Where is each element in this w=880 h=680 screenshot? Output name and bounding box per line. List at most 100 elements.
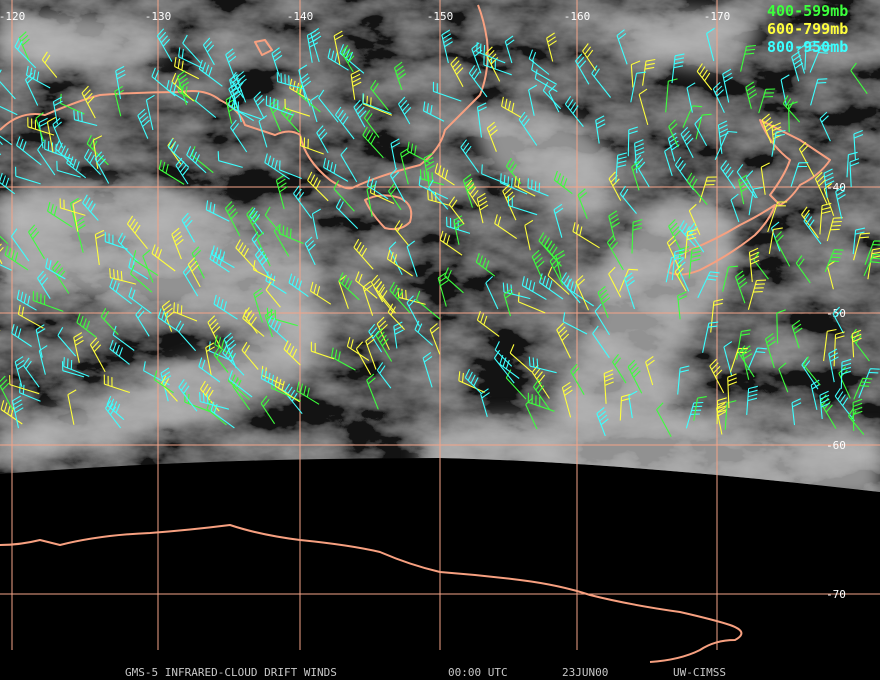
wind-barb xyxy=(184,392,213,413)
wind-barb xyxy=(126,215,148,250)
wind-barb xyxy=(362,126,384,159)
wind-barb xyxy=(156,28,173,62)
wind-barb xyxy=(76,313,97,338)
wind-barb xyxy=(730,193,740,223)
wind-barb xyxy=(642,58,656,86)
wind-barb xyxy=(615,152,628,183)
wind-barb xyxy=(23,357,40,388)
wind-barb xyxy=(376,362,392,389)
wind-barb xyxy=(582,43,597,71)
wind-barb xyxy=(376,316,390,351)
wind-barb xyxy=(555,250,566,279)
wind-barb xyxy=(736,164,757,199)
wind-barb xyxy=(393,321,404,349)
wind-barb xyxy=(846,151,858,178)
wind-barb xyxy=(791,319,803,349)
wind-barb xyxy=(15,166,41,185)
wind-barb xyxy=(346,337,370,361)
wind-barb xyxy=(94,151,110,184)
wind-barb xyxy=(679,220,697,248)
wind-barb xyxy=(764,332,776,369)
wind-barb xyxy=(128,287,152,314)
wind-barb xyxy=(853,377,873,400)
wind-barb xyxy=(791,398,802,426)
wind-barb xyxy=(840,358,852,389)
wind-barb xyxy=(483,55,512,76)
wind-barb xyxy=(851,329,862,358)
wind-barb xyxy=(533,378,551,411)
wind-barb xyxy=(619,185,637,214)
wind-barb xyxy=(746,385,758,415)
wind-barb xyxy=(241,341,259,370)
wind-barb xyxy=(370,79,389,111)
wind-barb xyxy=(686,172,708,205)
wind-barb xyxy=(628,390,638,419)
wind-barb xyxy=(595,115,606,144)
wind-barb xyxy=(863,253,880,277)
wind-barb xyxy=(867,247,880,280)
wind-barb xyxy=(504,35,515,64)
wind-barb xyxy=(283,340,301,366)
wind-barb xyxy=(362,281,374,316)
wind-barb xyxy=(211,245,235,269)
wind-barb xyxy=(388,241,403,275)
wind-barb xyxy=(596,407,609,437)
wind-barb xyxy=(521,276,547,300)
wind-barb xyxy=(366,176,389,200)
wind-barb xyxy=(745,170,758,199)
wind-barb xyxy=(310,341,335,360)
wind-barb xyxy=(828,348,839,383)
wind-barb xyxy=(175,320,197,352)
wind-barb xyxy=(493,349,515,384)
wind-barb xyxy=(296,381,320,405)
wind-barb xyxy=(594,303,610,336)
wind-barb xyxy=(109,278,132,305)
wind-barb xyxy=(11,323,32,347)
longitude-label: -120 xyxy=(0,10,25,23)
wind-barb xyxy=(161,300,175,332)
wind-barb xyxy=(235,239,258,272)
wind-barb xyxy=(566,279,595,307)
wind-barb xyxy=(195,91,217,119)
wind-barb xyxy=(289,78,311,101)
wind-barb xyxy=(553,203,564,238)
wind-barb xyxy=(375,281,397,314)
wind-barb xyxy=(476,42,506,64)
wind-barb xyxy=(505,369,527,400)
wind-barb xyxy=(525,397,538,430)
wind-barb xyxy=(706,27,715,62)
wind-barb xyxy=(819,202,832,235)
wind-barb xyxy=(181,212,195,243)
wind-barb xyxy=(340,147,358,183)
wind-barb xyxy=(52,117,64,149)
wind-barb xyxy=(202,37,215,66)
wind-barb xyxy=(543,237,562,267)
wind-barb xyxy=(0,235,9,245)
wind-barb xyxy=(810,379,821,411)
wind-barb xyxy=(656,402,672,438)
wind-barb xyxy=(279,160,302,180)
wind-barb xyxy=(73,110,98,127)
wind-barb xyxy=(458,371,486,393)
wind-barb xyxy=(760,162,770,195)
wind-barb xyxy=(72,199,82,232)
wind-barb xyxy=(86,134,109,166)
date-label: 23JUN00 xyxy=(562,666,608,679)
wind-barb xyxy=(853,129,864,161)
wind-barb xyxy=(531,364,550,399)
wind-barb xyxy=(25,72,39,106)
wind-barb xyxy=(446,216,471,234)
wind-barb xyxy=(476,192,489,224)
wind-barb xyxy=(717,120,729,154)
wind-barb xyxy=(677,365,690,395)
wind-barb xyxy=(553,170,573,195)
wind-barb xyxy=(778,362,789,393)
wind-barb xyxy=(173,302,198,322)
wind-barb xyxy=(224,201,241,237)
wind-barb xyxy=(37,141,56,176)
wind-barb xyxy=(246,206,260,237)
wind-barb xyxy=(339,44,365,74)
wind-barb xyxy=(645,355,655,386)
wind-barb xyxy=(278,224,304,245)
